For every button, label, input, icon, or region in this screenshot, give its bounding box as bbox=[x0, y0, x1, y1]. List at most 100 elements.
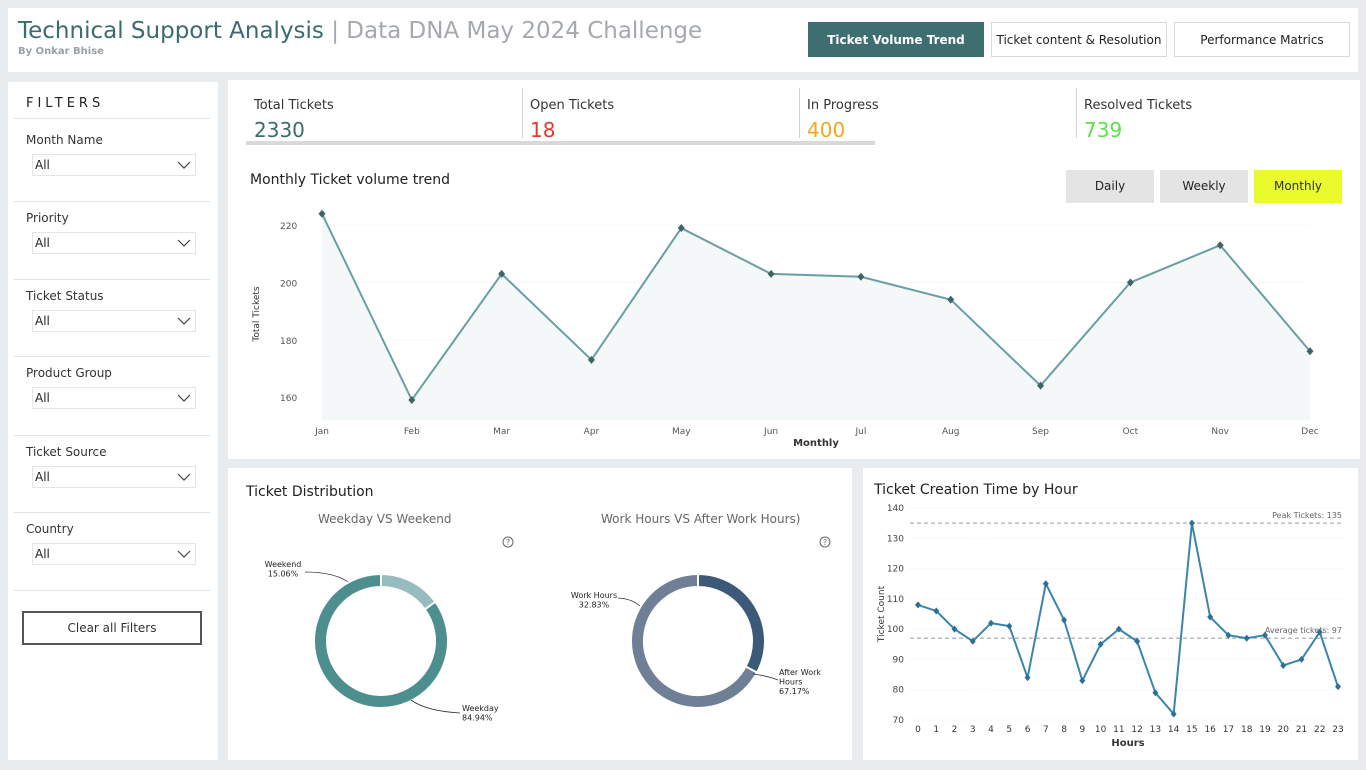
hourly-point bbox=[1316, 628, 1323, 636]
chevron-down-icon bbox=[177, 317, 191, 325]
filter-value: All bbox=[35, 236, 50, 250]
filter-value: All bbox=[35, 314, 50, 328]
x-tick-label: 7 bbox=[1043, 725, 1049, 735]
x-tick-label: 18 bbox=[1241, 725, 1253, 735]
hourly-point bbox=[988, 619, 995, 627]
filter-value: All bbox=[35, 470, 50, 484]
donut-slice bbox=[380, 572, 437, 611]
x-tick-label: 13 bbox=[1150, 725, 1161, 735]
x-tick-label: 10 bbox=[1095, 725, 1107, 735]
filters-divider bbox=[14, 435, 210, 436]
hourly-point bbox=[1042, 580, 1049, 588]
x-tick-label: 3 bbox=[970, 725, 976, 735]
hourly-point bbox=[1243, 634, 1250, 642]
hourly-point bbox=[1188, 519, 1195, 527]
kpi-divider bbox=[799, 88, 800, 138]
filter-product-group-dropdown[interactable]: All bbox=[32, 387, 196, 409]
donut-workhours-title: Work Hours VS After Work Hours) bbox=[601, 512, 801, 526]
y-tick-label: 80 bbox=[893, 686, 905, 696]
kpi-label: Resolved Tickets bbox=[1084, 98, 1193, 113]
hourly-point bbox=[1024, 674, 1031, 682]
filters-divider bbox=[14, 118, 210, 119]
trend-point bbox=[1216, 241, 1224, 250]
kpi-underline bbox=[246, 141, 875, 145]
hourly-point bbox=[1280, 661, 1287, 669]
clear-all-filters-button[interactable]: Clear all Filters bbox=[22, 611, 202, 645]
y-tick-label: 120 bbox=[887, 565, 904, 575]
filter-value: All bbox=[35, 547, 50, 561]
y-tick-label: 100 bbox=[887, 625, 904, 635]
chevron-down-icon bbox=[177, 239, 191, 247]
help-icon[interactable]: ? bbox=[819, 536, 831, 548]
hourly-point bbox=[1079, 677, 1086, 685]
trend-area bbox=[322, 213, 1310, 420]
slice-label: 67.17% bbox=[779, 687, 810, 696]
title-subtitle: Data DNA May 2024 Challenge bbox=[346, 18, 703, 44]
nav-ticket-content-button[interactable]: Ticket content & Resolution bbox=[991, 22, 1167, 57]
kpi-label: Open Tickets bbox=[530, 98, 615, 113]
donut-slice bbox=[313, 572, 449, 709]
slice-label: After Work bbox=[779, 668, 821, 677]
leader-line bbox=[304, 571, 352, 585]
period-weekly-button[interactable]: Weekly bbox=[1160, 170, 1248, 203]
x-tick-label: 14 bbox=[1168, 725, 1180, 735]
y-tick-label: 130 bbox=[887, 534, 904, 544]
hourly-point bbox=[933, 607, 940, 615]
nav-ticket-volume-trend-button[interactable]: Ticket Volume Trend bbox=[808, 22, 984, 57]
filter-priority-dropdown[interactable]: All bbox=[32, 232, 196, 254]
distribution-panel: Ticket Distribution Weekday VS Weekend W… bbox=[228, 468, 852, 760]
trend-point bbox=[318, 209, 326, 218]
slice-label: 84.94% bbox=[462, 714, 493, 723]
filter-country-dropdown[interactable]: All bbox=[32, 543, 196, 565]
filters-title: FILTERS bbox=[26, 96, 105, 111]
donut-slice bbox=[630, 572, 759, 709]
y-axis-title: Ticket Count bbox=[877, 585, 887, 643]
slice-label: Hours bbox=[779, 678, 802, 687]
x-tick-label: 4 bbox=[988, 725, 994, 735]
period-daily-button[interactable]: Daily bbox=[1066, 170, 1154, 203]
filters-divider bbox=[14, 279, 210, 280]
x-tick-label: 23 bbox=[1332, 725, 1343, 735]
donut-slice bbox=[697, 572, 766, 675]
chevron-down-icon bbox=[177, 161, 191, 169]
x-tick-label: Sep bbox=[1032, 427, 1049, 437]
slice-label: Weekend bbox=[265, 560, 302, 569]
filter-month-name-dropdown[interactable]: All bbox=[32, 154, 196, 176]
hourly-point bbox=[1152, 689, 1159, 697]
y-tick-label: 140 bbox=[887, 504, 904, 514]
kpi-value: 739 bbox=[1084, 118, 1123, 142]
period-monthly-button[interactable]: Monthly bbox=[1254, 170, 1342, 203]
x-tick-label: 15 bbox=[1186, 725, 1197, 735]
x-tick-label: 1 bbox=[933, 725, 939, 735]
hourly-point bbox=[1134, 637, 1141, 645]
filter-value: All bbox=[35, 391, 50, 405]
byline: By Onkar Bhise bbox=[18, 46, 104, 57]
filter-label-ticket-status: Ticket Status bbox=[26, 289, 104, 303]
y-tick-label: 110 bbox=[887, 595, 904, 605]
filter-label-product-group: Product Group bbox=[26, 366, 112, 380]
y-axis-title: Total Tickets bbox=[252, 286, 262, 343]
trend-point bbox=[1126, 278, 1134, 287]
filter-ticket-source-dropdown[interactable]: All bbox=[32, 466, 196, 488]
x-tick-label: 21 bbox=[1296, 725, 1307, 735]
x-tick-label: 8 bbox=[1061, 725, 1067, 735]
hourly-point bbox=[1061, 616, 1068, 624]
x-axis-title: Monthly bbox=[793, 438, 839, 449]
chevron-down-icon bbox=[177, 473, 191, 481]
kpi-value: 18 bbox=[530, 118, 556, 142]
hourly-point bbox=[915, 601, 921, 609]
help-icon[interactable]: ? bbox=[502, 536, 514, 548]
title-main: Technical Support Analysis bbox=[18, 18, 324, 44]
x-tick-label: 9 bbox=[1079, 725, 1085, 735]
monthly-trend-chart: 160 180 200 220 Jan Feb Mar Apr May Jun Jul Aug Sep O… bbox=[252, 209, 1319, 449]
chevron-down-icon bbox=[177, 394, 191, 402]
filter-ticket-status-dropdown[interactable]: All bbox=[32, 310, 196, 332]
nav-performance-matrics-button[interactable]: Performance Matrics bbox=[1174, 22, 1350, 57]
x-tick-label: Oct bbox=[1123, 427, 1139, 437]
kpi-label: In Progress bbox=[807, 98, 879, 113]
trend-panel: Total Tickets 2330 Open Tickets 18 In Pr… bbox=[228, 80, 1360, 459]
kpi-total-tickets: Total Tickets 2330 bbox=[246, 88, 522, 144]
reference-line-label: Average tickets: 97 bbox=[1265, 626, 1342, 635]
